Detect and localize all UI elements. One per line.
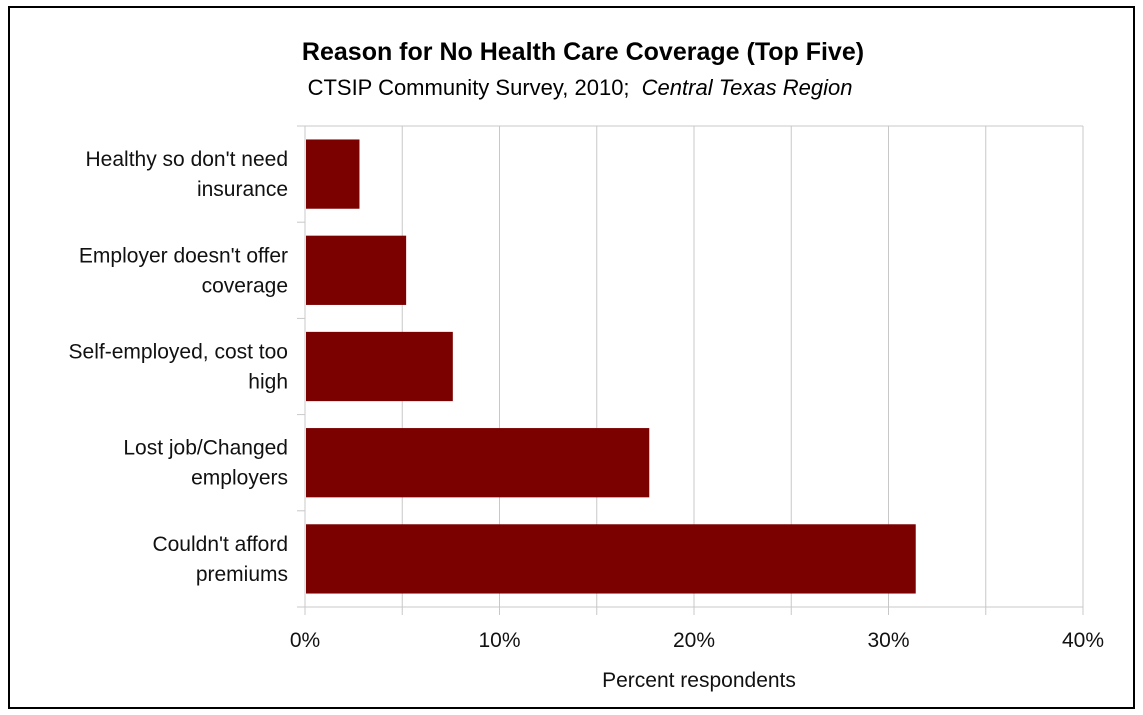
category-label-1-line-0: Employer doesn't offer — [79, 244, 288, 267]
x-axis-label: Percent respondents — [602, 669, 796, 692]
x-tick-label-3: 30% — [867, 629, 909, 652]
x-tick-labels: 0% 10% 20% 30% 40% — [290, 629, 1104, 652]
category-label-0: Healthy so don't need insurance — [86, 148, 288, 201]
category-label-1-line-1: coverage — [202, 274, 288, 297]
chart-subtitle-main: CTSIP Community Survey, 2010; — [308, 75, 630, 100]
x-tick-label-2: 20% — [673, 629, 715, 652]
category-label-0-line-1: insurance — [197, 178, 288, 201]
category-label-2: Self-employed, cost too high — [69, 341, 288, 394]
category-label-0-line-0: Healthy so don't need — [86, 148, 288, 171]
bars — [306, 139, 916, 594]
bar-4 — [306, 524, 916, 594]
bar-0 — [306, 139, 360, 209]
x-tick-label-4: 40% — [1062, 629, 1104, 652]
category-label-1: Employer doesn't offer coverage — [79, 244, 288, 297]
category-label-4: Couldn't afford premiums — [152, 533, 288, 586]
category-label-2-line-0: Self-employed, cost too — [69, 341, 288, 364]
chart-subtitle-region: Central Texas Region — [642, 75, 853, 100]
x-tick-label-0: 0% — [290, 629, 320, 652]
category-label-3-line-1: employers — [191, 467, 288, 490]
bar-3 — [306, 428, 650, 498]
chart-frame: Reason for No Health Care Coverage (Top … — [8, 6, 1135, 709]
category-label-2-line-1: high — [248, 371, 288, 394]
bar-chart: Reason for No Health Care Coverage (Top … — [69, 38, 1104, 692]
category-label-3-line-0: Lost job/Changed — [123, 437, 288, 460]
bar-2 — [306, 331, 453, 402]
category-label-4-line-0: Couldn't afford — [152, 533, 288, 556]
gridlines — [297, 125, 1084, 615]
category-label-3: Lost job/Changed employers — [123, 437, 288, 490]
chart-subtitle: CTSIP Community Survey, 2010; Central Te… — [308, 75, 853, 100]
chart-title: Reason for No Health Care Coverage (Top … — [302, 38, 864, 66]
category-labels: Healthy so don't need insurance Employer d… — [69, 148, 288, 586]
x-tick-label-1: 10% — [478, 629, 520, 652]
category-label-4-line-1: premiums — [196, 563, 288, 586]
bar-1 — [306, 235, 407, 305]
